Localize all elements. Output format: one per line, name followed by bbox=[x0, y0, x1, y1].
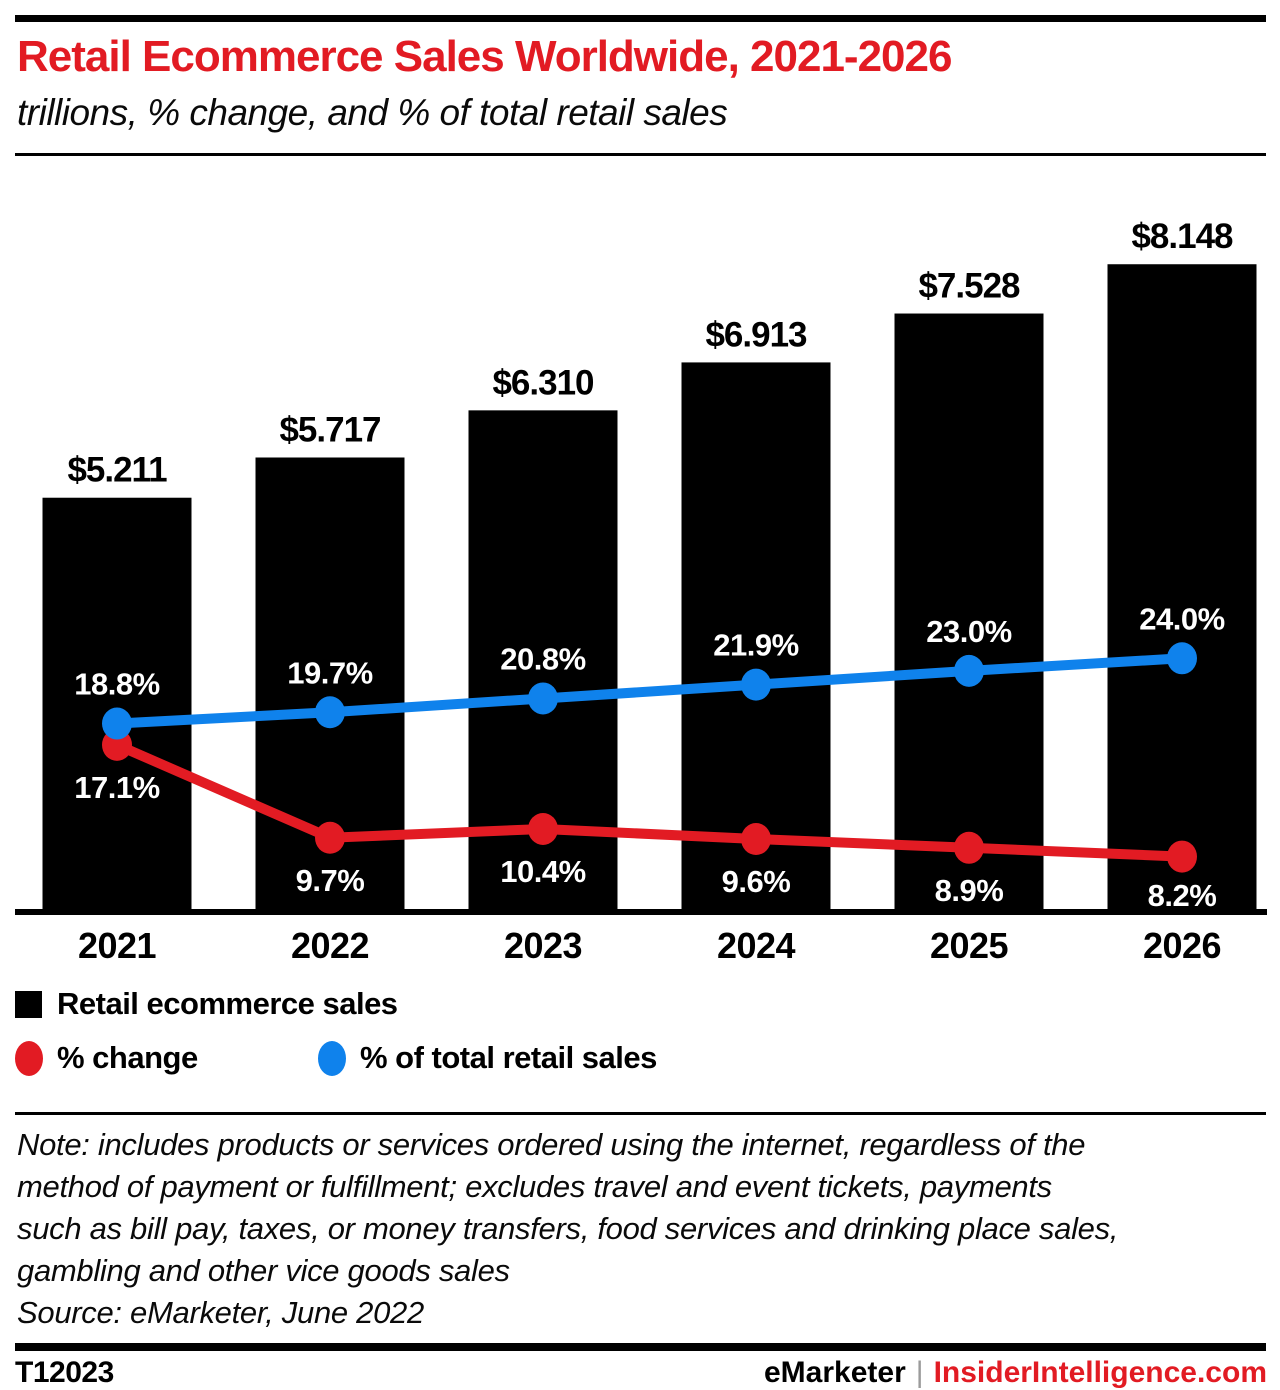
legend-item-pct-of-total-retail-sales: % of total retail sales bbox=[318, 1040, 657, 1076]
x-axis-label-2026: 2026 bbox=[1143, 925, 1221, 966]
x-axis-label-2024: 2024 bbox=[717, 925, 796, 966]
chart-subtitle: trillions, % change, and % of total reta… bbox=[17, 92, 728, 133]
note-line-2: method of payment or fulfillment; exclud… bbox=[17, 1169, 1052, 1204]
legend-swatch-red-dot-icon bbox=[15, 1040, 43, 1076]
pct-of-total-point-2025 bbox=[954, 654, 984, 687]
legend-item-retail-ecommerce-sales: Retail ecommerce sales bbox=[15, 986, 398, 1022]
legend-swatch-bar-icon bbox=[15, 990, 42, 1018]
pct-change-point-2025 bbox=[954, 831, 984, 864]
top-rule bbox=[15, 15, 1266, 22]
pct-change-label-2025: 8.9% bbox=[935, 873, 1004, 908]
legend-label-pct-change: % change bbox=[57, 1040, 198, 1075]
note-line-1: Note: includes products or services orde… bbox=[17, 1127, 1086, 1162]
chart-title: Retail Ecommerce Sales Worldwide, 2021-2… bbox=[17, 32, 952, 81]
note-line-3: such as bill pay, taxes, or money transf… bbox=[17, 1211, 1119, 1246]
pct-of-total-point-2022 bbox=[315, 696, 345, 729]
pct-change-label-2026: 8.2% bbox=[1148, 878, 1217, 913]
brand-emarketer: eMarketer bbox=[764, 1356, 906, 1389]
note-line-4: gambling and other vice goods sales bbox=[17, 1253, 510, 1288]
pct-of-total-label-2025: 23.0% bbox=[926, 614, 1011, 649]
footer-chart-id: T12023 bbox=[15, 1356, 114, 1389]
legend-item-pct-change: % change bbox=[15, 1040, 198, 1076]
pct-change-label-2023: 10.4% bbox=[500, 854, 585, 889]
bar-value-label-2026: $8.148 bbox=[1131, 217, 1233, 256]
bar-2021 bbox=[42, 497, 192, 912]
pct-of-total-point-2024 bbox=[741, 668, 771, 701]
pct-change-point-2022 bbox=[315, 821, 345, 854]
bar-2024 bbox=[681, 362, 831, 912]
bar-2025 bbox=[894, 313, 1044, 912]
pct-change-label-2022: 9.7% bbox=[296, 863, 365, 898]
bar-value-label-2022: $5.717 bbox=[279, 410, 380, 449]
legend-label-pct-of-total-retail-sales: % of total retail sales bbox=[360, 1040, 657, 1075]
pct-of-total-label-2024: 21.9% bbox=[713, 628, 798, 663]
pct-of-total-point-2026 bbox=[1167, 642, 1197, 675]
legend-label-retail-ecommerce-sales: Retail ecommerce sales bbox=[57, 986, 398, 1021]
footer: T12023 eMarketer | InsiderIntelligence.com bbox=[0, 1356, 1280, 1390]
pct-of-total-label-2021: 18.8% bbox=[74, 667, 159, 702]
x-axis-label-2021: 2021 bbox=[78, 925, 157, 966]
pct-of-total-label-2026: 24.0% bbox=[1139, 601, 1224, 636]
pct-of-total-label-2022: 19.7% bbox=[287, 655, 372, 690]
bar-value-label-2023: $6.310 bbox=[492, 363, 594, 402]
bar-value-label-2024: $6.913 bbox=[705, 315, 807, 354]
header-divider bbox=[15, 153, 1266, 156]
bar-2026 bbox=[1107, 264, 1257, 912]
x-axis-line bbox=[15, 909, 1267, 915]
pct-change-label-2021: 17.1% bbox=[74, 770, 159, 805]
brand-site-link[interactable]: InsiderIntelligence.com bbox=[933, 1356, 1267, 1389]
pct-change-label-2024: 9.6% bbox=[722, 864, 791, 899]
pct-change-point-2023 bbox=[528, 812, 558, 845]
note-divider bbox=[15, 1112, 1266, 1115]
bar-value-label-2021: $5.211 bbox=[67, 451, 167, 490]
pct-change-line bbox=[115, 740, 1183, 862]
pct-of-total-line bbox=[116, 653, 1183, 729]
legend-swatch-blue-dot-icon bbox=[318, 1040, 346, 1076]
pct-change-point-2026 bbox=[1167, 840, 1197, 873]
x-axis-label-2025: 2025 bbox=[930, 925, 1009, 966]
bar-value-label-2025: $7.528 bbox=[918, 267, 1020, 306]
pct-change-point-2024 bbox=[741, 823, 771, 856]
footer-brand: eMarketer | InsiderIntelligence.com bbox=[764, 1356, 1267, 1390]
pct-of-total-label-2023: 20.8% bbox=[500, 641, 585, 676]
pct-of-total-point-2023 bbox=[528, 682, 558, 715]
x-axis-label-2022: 2022 bbox=[291, 925, 369, 966]
bar-line-chart: $5.211 $5.717 $6.310 $6.913 $7.528 $8.148 18.8… bbox=[15, 217, 1267, 966]
brand-separator-icon: | bbox=[915, 1356, 924, 1389]
bottom-rule bbox=[15, 1343, 1266, 1351]
source-line: Source: eMarketer, June 2022 bbox=[17, 1295, 424, 1330]
pct-of-total-point-2021 bbox=[102, 707, 132, 740]
x-axis-label-2023: 2023 bbox=[504, 925, 582, 966]
note-block: Note: includes products or services orde… bbox=[17, 1124, 1271, 1334]
